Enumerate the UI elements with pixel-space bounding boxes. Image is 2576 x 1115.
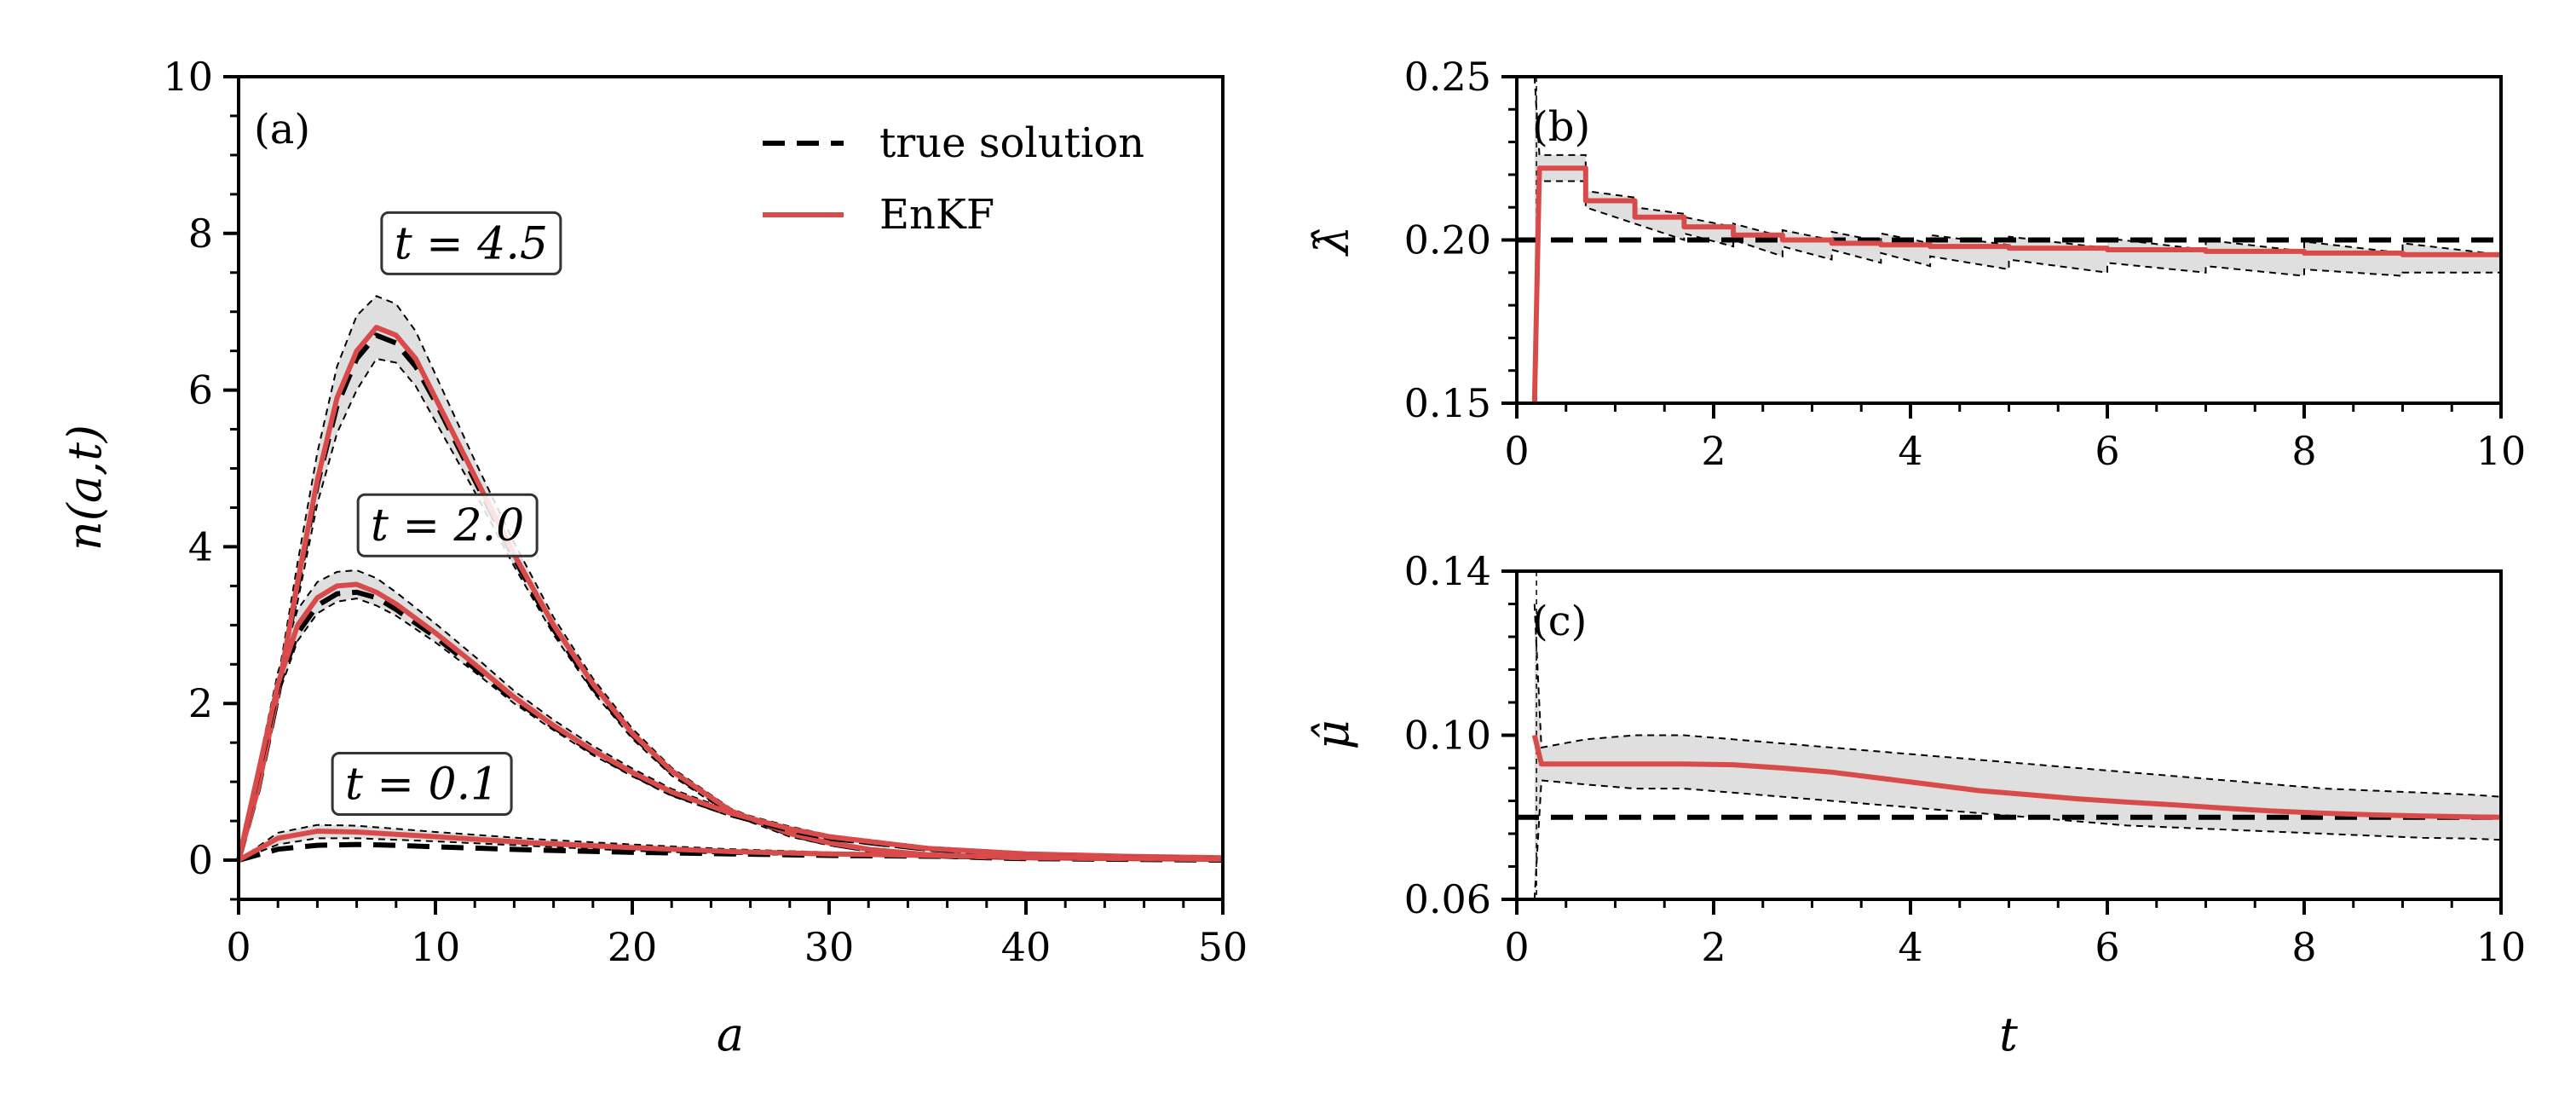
annotation-box — [331, 752, 513, 817]
c-xlabel: t — [1999, 1008, 2018, 1061]
y-tick-label: 0.06 — [1404, 876, 1491, 922]
y-tick-label: 2 — [188, 680, 213, 726]
annotation-label: t = 2.0 — [371, 500, 524, 552]
y-tick-label: 0.25 — [1404, 54, 1491, 100]
b-series-lines — [1517, 77, 2501, 404]
band-lower-edge — [1533, 180, 2501, 404]
c-series-lines — [1517, 571, 2502, 899]
a-plot-frame — [237, 75, 1225, 901]
y-tick-label: 10 — [163, 54, 213, 100]
band-lower-edge — [238, 837, 1224, 862]
panel-b: 0 2 4 6 8 10 0.15 0.20 0.25 (b) λ̂ — [1305, 54, 2526, 474]
c-plot-frame — [1515, 569, 2503, 901]
x-tick-label: 2 — [1701, 924, 1726, 970]
a-xlabel: a — [717, 1008, 744, 1061]
x-tick-label: 10 — [411, 924, 461, 970]
c-ylabel: μ̂ — [1305, 719, 1359, 749]
x-tick-label: 0 — [1504, 924, 1529, 970]
band-lower-edge — [238, 598, 1224, 861]
time-annotation: t = 0.1 — [331, 752, 513, 817]
y-tick-label: 0.10 — [1404, 713, 1491, 759]
a-axis-ticks: 0 10 20 30 40 50 0 2 4 6 8 10 — [163, 54, 1248, 970]
b-ylabel: λ̂ — [1305, 226, 1359, 257]
y-tick-label: 0.15 — [1404, 380, 1491, 426]
time-annotation: t = 2.0 — [356, 493, 539, 558]
c-axis-ticks: 0 2 4 6 8 10 0.06 0.10 0.14 — [1404, 548, 2527, 970]
band-upper-edge — [238, 295, 1224, 861]
x-tick-label: 50 — [1198, 924, 1248, 970]
legend-enkf-label: EnKF — [879, 191, 994, 239]
x-tick-label: 10 — [2476, 924, 2527, 970]
a-legend: true solution EnKF — [763, 119, 1144, 239]
enkf-line — [1531, 165, 2501, 404]
c-panel-label: (c) — [1532, 598, 1587, 645]
x-tick-label: 40 — [1001, 924, 1052, 970]
y-tick-label: 4 — [188, 523, 213, 569]
uncertainty-band — [1534, 77, 2501, 403]
y-tick-label: 0.14 — [1404, 548, 1491, 594]
annotation-label: t = 0.1 — [345, 760, 498, 811]
y-tick-label: 0.20 — [1404, 217, 1491, 263]
x-tick-label: 8 — [2291, 428, 2316, 474]
enkf-line — [236, 581, 1224, 861]
annotation-box — [356, 493, 539, 558]
a-series-lines — [236, 325, 1224, 864]
b-panel-label: (b) — [1532, 103, 1590, 151]
b-plot-frame — [1515, 75, 2503, 405]
enkf-line — [1531, 734, 2502, 820]
x-tick-label: 2 — [1701, 428, 1726, 474]
c-uncertainty-band — [1533, 604, 2502, 900]
true-solution-line — [238, 841, 1224, 863]
x-tick-label: 30 — [804, 924, 855, 970]
a-annotations: t = 4.5 t = 2.0 t = 0.1 — [331, 211, 562, 817]
true-solution-line — [236, 589, 1224, 862]
x-tick-label: 6 — [2095, 924, 2119, 970]
uncertainty-band — [239, 570, 1223, 861]
y-tick-label: 6 — [188, 367, 213, 413]
x-tick-label: 4 — [1898, 428, 1922, 474]
x-tick-label: 10 — [2476, 428, 2527, 474]
x-tick-label: 0 — [1504, 428, 1529, 474]
time-annotation: t = 4.5 — [380, 211, 562, 275]
y-tick-label: 0 — [188, 837, 213, 883]
a-ylabel: n(a,t) — [58, 425, 112, 551]
x-tick-label: 8 — [2291, 924, 2316, 970]
x-tick-label: 6 — [2095, 428, 2119, 474]
enkf-line — [237, 829, 1224, 863]
uncertainty-band — [1534, 604, 2501, 899]
band-upper-edge — [238, 569, 1224, 861]
x-tick-label: 4 — [1898, 924, 1922, 970]
x-tick-label: 0 — [226, 924, 251, 970]
annotation-box — [380, 211, 562, 275]
legend-true-label: true solution — [879, 119, 1144, 167]
panel-c: 0 2 4 6 8 10 0.06 0.10 0.14 (c) t μ̂ — [1305, 548, 2526, 1061]
x-tick-label: 20 — [608, 924, 658, 970]
band-upper-edge — [1533, 604, 2502, 798]
y-tick-label: 8 — [188, 211, 213, 257]
a-panel-label: (a) — [254, 106, 310, 153]
annotation-label: t = 4.5 — [395, 218, 548, 269]
